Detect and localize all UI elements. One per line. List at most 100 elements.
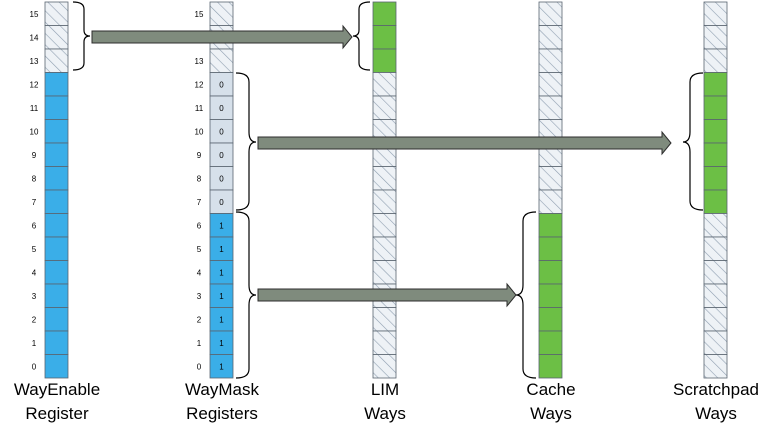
waymask-row-number-5: 5 — [197, 245, 202, 254]
waymask-value-5: 1 — [219, 245, 224, 254]
wayenable-cell-9 — [44, 142, 69, 167]
wayenable-cell-6 — [44, 213, 69, 238]
wayenable-row-number-9: 9 — [32, 151, 37, 160]
waymask-value-10: 0 — [219, 127, 224, 136]
waymask-value-12: 0 — [219, 80, 224, 89]
scratchpad-left-brace — [682, 72, 704, 211]
lim-cell-14 — [372, 25, 397, 50]
waymask-row-number-8: 8 — [197, 174, 202, 183]
waymask-one-brace — [235, 211, 257, 379]
lim-cell-13 — [372, 48, 397, 73]
waymask-row-number-12: 12 — [195, 80, 204, 89]
scratchpad-cell-2 — [703, 307, 728, 332]
wayenable-row-number-2: 2 — [32, 315, 37, 324]
scratchpad-cell-8 — [703, 166, 728, 191]
waymask-cell-15 — [209, 1, 234, 26]
lim-cell-12 — [372, 72, 397, 97]
scratchpad-cell-13 — [703, 48, 728, 73]
scratchpad-cell-3 — [703, 283, 728, 308]
waymask-row-number-9: 9 — [197, 151, 202, 160]
wayenable-row-number-7: 7 — [32, 198, 37, 207]
arrow-to-scratchpad-ways — [257, 130, 672, 156]
scratchpad-cell-0 — [703, 354, 728, 379]
wayenable-row-number-11: 11 — [30, 104, 39, 113]
cache-ways-column — [538, 1, 563, 379]
cache-label-line1: Cache — [526, 380, 575, 399]
wayenable-cell-1 — [44, 330, 69, 355]
lim-left-brace — [352, 1, 371, 71]
wayenable-cell-15 — [44, 1, 69, 26]
cache-cell-15 — [538, 1, 563, 26]
scratchpad-cell-10 — [703, 119, 728, 144]
lim-cell-2 — [372, 307, 397, 332]
waymask-row-number-0: 0 — [197, 362, 202, 371]
waymask-cell-13 — [209, 48, 234, 73]
wayenable-row-number-1: 1 — [32, 339, 37, 348]
waymask-value-4: 1 — [219, 268, 224, 277]
wayenable-cell-3 — [44, 283, 69, 308]
lim-cell-4 — [372, 260, 397, 285]
wayenable-cell-13 — [44, 48, 69, 73]
lim-cell-15 — [372, 1, 397, 26]
cache-cell-7 — [538, 189, 563, 214]
waymask-value-1: 1 — [219, 339, 224, 348]
arrow-to-cache-ways — [257, 282, 517, 308]
scratchpad-label-line2: Ways — [695, 404, 737, 423]
waymask-label-line1: WayMask — [185, 380, 259, 399]
lim-cell-11 — [372, 95, 397, 120]
cache-left-brace — [515, 211, 537, 379]
cache-cell-2 — [538, 307, 563, 332]
lim-cell-1 — [372, 330, 397, 355]
lim-cell-7 — [372, 189, 397, 214]
cache-label-line2: Ways — [530, 404, 572, 423]
wayenable-cell-14 — [44, 25, 69, 50]
wayenable-cell-7 — [44, 189, 69, 214]
wayenable-cell-4 — [44, 260, 69, 285]
wayenable-cell-10 — [44, 119, 69, 144]
waymask-value-6: 1 — [219, 221, 224, 230]
waymask-row-number-15: 15 — [195, 10, 204, 19]
wayenable-row-number-13: 13 — [30, 57, 39, 66]
waymask-cell-0 — [209, 354, 234, 379]
lim-cell-6 — [372, 213, 397, 238]
cache-cell-1 — [538, 330, 563, 355]
wayenable-row-number-6: 6 — [32, 221, 37, 230]
scratchpad-cell-15 — [703, 1, 728, 26]
scratchpad-ways-column — [703, 1, 728, 379]
scratchpad-label-line1: Scratchpad — [673, 380, 759, 399]
scratchpad-cell-5 — [703, 236, 728, 261]
wayenable-row-number-15: 15 — [30, 10, 39, 19]
waymask-row-number-10: 10 — [195, 127, 204, 136]
cache-cell-13 — [538, 48, 563, 73]
waymask-registers-column: 0 0 0 0 0 0 1 1 1 1 1 1 1 — [209, 1, 234, 379]
wayenable-cell-0 — [44, 354, 69, 379]
waymask-row-number-4: 4 — [197, 268, 202, 277]
waymask-label-line2: Registers — [186, 404, 258, 423]
wayenable-cell-5 — [44, 236, 69, 261]
wayenable-cell-8 — [44, 166, 69, 191]
cache-cell-8 — [538, 166, 563, 191]
wayenable-row-number-12: 12 — [30, 80, 39, 89]
lim-cell-8 — [372, 166, 397, 191]
wayenable-label-line1: WayEnable — [14, 380, 100, 399]
lim-cell-0 — [372, 354, 397, 379]
cache-cell-5 — [538, 236, 563, 261]
wayenable-cell-12 — [44, 72, 69, 97]
cache-cell-12 — [538, 72, 563, 97]
waymask-row-number-13: 13 — [195, 57, 204, 66]
wayenable-label-line2: Register — [25, 404, 89, 423]
lim-label-line1: LIM — [371, 380, 399, 399]
wayenable-row-number-14: 14 — [30, 33, 39, 42]
waymask-row-number-3: 3 — [197, 292, 202, 301]
lim-label-line2: Ways — [364, 404, 406, 423]
scratchpad-cell-1 — [703, 330, 728, 355]
waymask-value-11: 0 — [219, 104, 224, 113]
wayenable-row-number-0: 0 — [32, 362, 37, 371]
cache-cell-3 — [538, 283, 563, 308]
wayenable-row-number-4: 4 — [32, 268, 37, 277]
lim-ways-column — [372, 1, 397, 379]
wayenable-register-column — [44, 1, 69, 379]
